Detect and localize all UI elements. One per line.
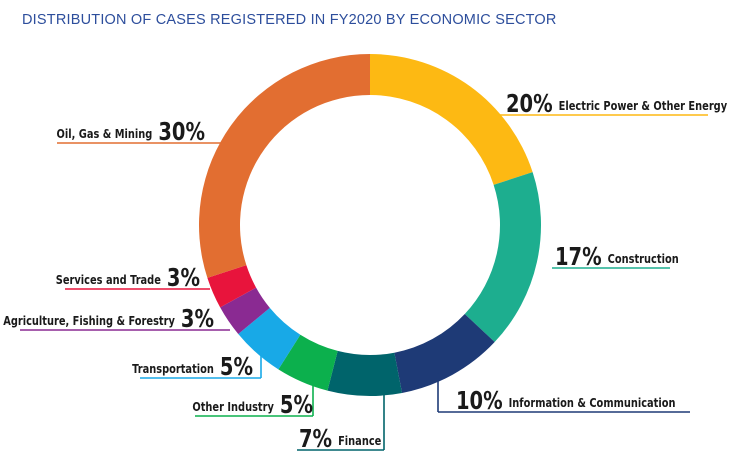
slice-label-construction: Construction	[608, 252, 679, 266]
slice-percent-oil-gas-and-mining: 30%	[158, 118, 205, 147]
slice-electric-power-and-other-energy	[370, 54, 533, 185]
chart-title: DISTRIBUTION OF CASES REGISTERED IN FY20…	[22, 12, 557, 28]
slice-percent-agriculture-fishing-and-forestry: 3%	[181, 305, 214, 334]
slice-transportation	[238, 307, 301, 370]
slice-percent-transportation: 5%	[220, 353, 253, 382]
slice-percent-other-industry: 5%	[280, 391, 313, 420]
slice-percent-information-and-communication: 10%	[456, 387, 503, 416]
slice-label-information-and-communication: Information & Communication	[509, 396, 676, 410]
slice-agriculture-fishing-and-forestry	[220, 287, 270, 334]
slice-percent-construction: 17%	[555, 243, 602, 272]
slice-label-other-industry: Other Industry	[192, 400, 274, 414]
slice-finance	[327, 350, 403, 397]
slice-information-and-communication	[394, 313, 495, 393]
slice-label-oil-gas-and-mining: Oil, Gas & Mining	[57, 127, 153, 141]
slice-other-industry	[278, 334, 338, 391]
slice-percent-finance: 7%	[299, 425, 332, 454]
slice-percent-services-and-trade: 3%	[167, 264, 200, 293]
slice-label-electric-power-and-other-energy: Electric Power & Other Energy	[559, 99, 727, 113]
slice-label-agriculture-fishing-and-forestry: Agriculture, Fishing & Forestry	[3, 314, 175, 328]
slice-labels: 20% Electric Power & Other Energy 17% Const…	[3, 90, 727, 454]
slice-construction	[464, 172, 541, 343]
leader-lines	[20, 114, 708, 451]
slice-label-finance: Finance	[338, 434, 381, 448]
slice-services-and-trade	[207, 265, 257, 308]
slice-label-services-and-trade: Services and Trade	[56, 273, 161, 287]
slice-label-transportation: Transportation	[132, 362, 214, 376]
slice-percent-electric-power-and-other-energy: 20%	[506, 90, 553, 119]
donut-slices	[198, 54, 541, 397]
slice-oil-gas-and-mining	[198, 54, 370, 278]
